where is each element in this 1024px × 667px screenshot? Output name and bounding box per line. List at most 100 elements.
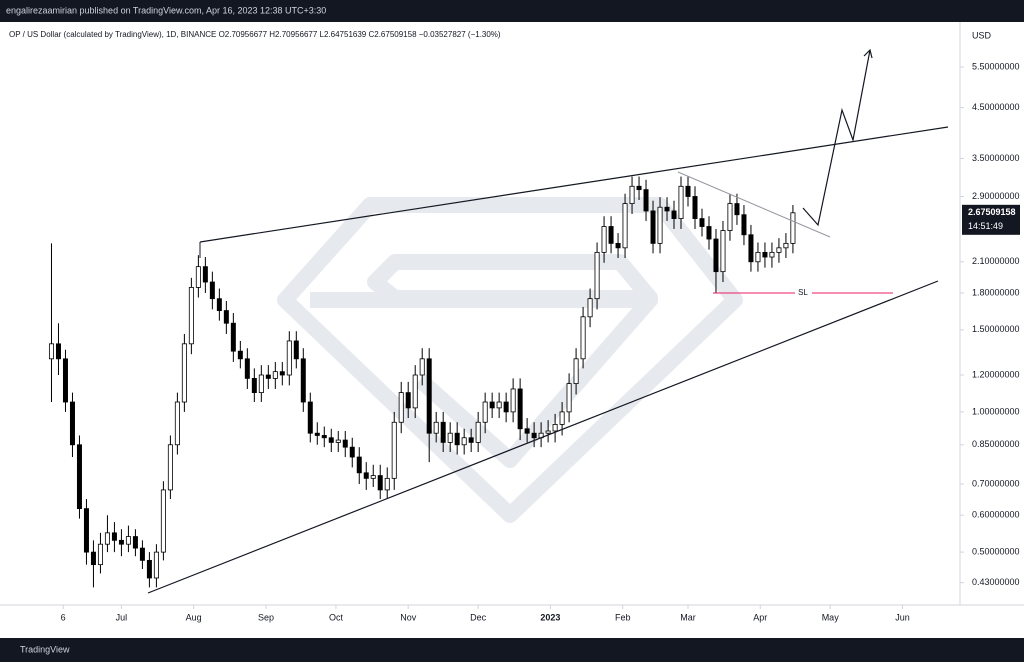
price-tag — [962, 204, 1020, 235]
candle-body — [762, 251, 768, 258]
y-tick-label: 1.20000000 — [972, 369, 1020, 379]
candle-body — [440, 421, 446, 443]
y-tick-label: 0.85000000 — [972, 439, 1020, 449]
candle-body — [293, 340, 299, 360]
y-axis-label: USD — [972, 30, 992, 40]
candle-body — [664, 206, 670, 212]
candle-body — [587, 298, 593, 318]
y-tick-label: 2.90000000 — [972, 191, 1020, 201]
candle-body — [321, 435, 327, 439]
x-tick-label: 2023 — [540, 612, 560, 622]
candle-body — [650, 210, 656, 244]
candle-body — [195, 266, 201, 288]
candle-body — [783, 242, 789, 249]
drawings — [147, 48, 949, 594]
candle-body — [314, 432, 320, 436]
candle-body — [69, 401, 75, 446]
candle-body — [552, 424, 558, 432]
y-tick-label: 0.60000000 — [972, 510, 1020, 520]
candle-body — [461, 437, 467, 446]
x-tick-label: Jul — [116, 612, 128, 622]
x-tick-label: Oct — [329, 612, 344, 622]
candle-body — [272, 371, 278, 379]
annotation: SL — [798, 288, 808, 297]
candle-body — [83, 508, 89, 553]
candle-body — [594, 251, 600, 300]
footer-bar — [0, 638, 1024, 662]
candle-body — [573, 358, 579, 385]
candle-body — [139, 547, 145, 561]
header-text: engalirezaamirian published on TradingVi… — [6, 5, 326, 15]
candle-body — [391, 421, 397, 479]
candle-body — [335, 439, 341, 443]
watermark — [277, 197, 743, 523]
candle-body — [755, 251, 761, 263]
candle-body — [370, 475, 376, 479]
candle-body — [244, 358, 250, 379]
y-tick-label: 1.50000000 — [972, 324, 1020, 334]
candle-body — [678, 185, 684, 219]
x-tick-label: Aug — [186, 612, 202, 622]
candle-body — [643, 189, 649, 212]
candle-body — [559, 411, 565, 425]
plot — [48, 176, 796, 588]
candle-body — [510, 388, 516, 413]
y-tick-label: 1.80000000 — [972, 287, 1020, 297]
candle-body — [566, 383, 572, 413]
candle-body — [426, 358, 432, 434]
candle-body — [734, 203, 740, 216]
candle-body — [111, 532, 117, 541]
candle-body — [300, 358, 306, 403]
candle-body — [706, 226, 712, 240]
candle-body — [601, 226, 607, 253]
header-bar — [0, 0, 1024, 22]
candle-body — [167, 444, 173, 491]
candle-body — [230, 322, 236, 352]
candle-body — [741, 214, 747, 236]
x-tick-label: Feb — [615, 612, 631, 622]
y-tick-label: 0.43000000 — [972, 577, 1020, 587]
candle-body — [685, 185, 691, 197]
candle-body — [769, 251, 775, 258]
candle-body — [699, 218, 705, 227]
candle-body — [377, 475, 383, 491]
candle-body — [209, 281, 215, 300]
candle-body — [629, 185, 635, 204]
candle-body — [748, 234, 754, 263]
candle-body — [76, 444, 82, 510]
candle-body — [160, 489, 166, 553]
candle-body — [517, 388, 523, 430]
candle-body — [608, 226, 614, 244]
candle-body — [132, 536, 138, 549]
trend-line — [147, 280, 939, 594]
candle-body — [622, 203, 628, 249]
candle-body — [405, 392, 411, 409]
candle-body — [776, 247, 782, 253]
candle-body — [727, 203, 733, 231]
candle-body — [412, 374, 418, 409]
candle-body — [153, 551, 159, 579]
candle-body — [188, 287, 194, 345]
candle-body — [356, 456, 362, 474]
candle-body — [496, 401, 502, 409]
candle-body — [328, 437, 334, 443]
footer-text: TradingView — [20, 644, 70, 654]
candle-body — [454, 432, 460, 446]
candle-body — [790, 212, 796, 244]
y-tick-label: 0.50000000 — [972, 546, 1020, 556]
candle-body — [447, 432, 453, 443]
candle-body — [279, 371, 285, 376]
y-tick-label: 1.00000000 — [972, 406, 1020, 416]
arrow-head — [863, 48, 873, 59]
candle-body — [363, 472, 369, 479]
trend-line — [677, 171, 831, 238]
candle-body — [216, 298, 222, 311]
candle-body — [146, 559, 152, 579]
candle-body — [468, 437, 474, 443]
x-tick-label: Apr — [753, 612, 767, 622]
price-tag-value: 2.67509158 — [968, 207, 1016, 217]
candle-body — [237, 350, 243, 360]
candle-body — [90, 551, 96, 566]
candle-body — [223, 310, 229, 324]
candle-body — [531, 432, 537, 439]
